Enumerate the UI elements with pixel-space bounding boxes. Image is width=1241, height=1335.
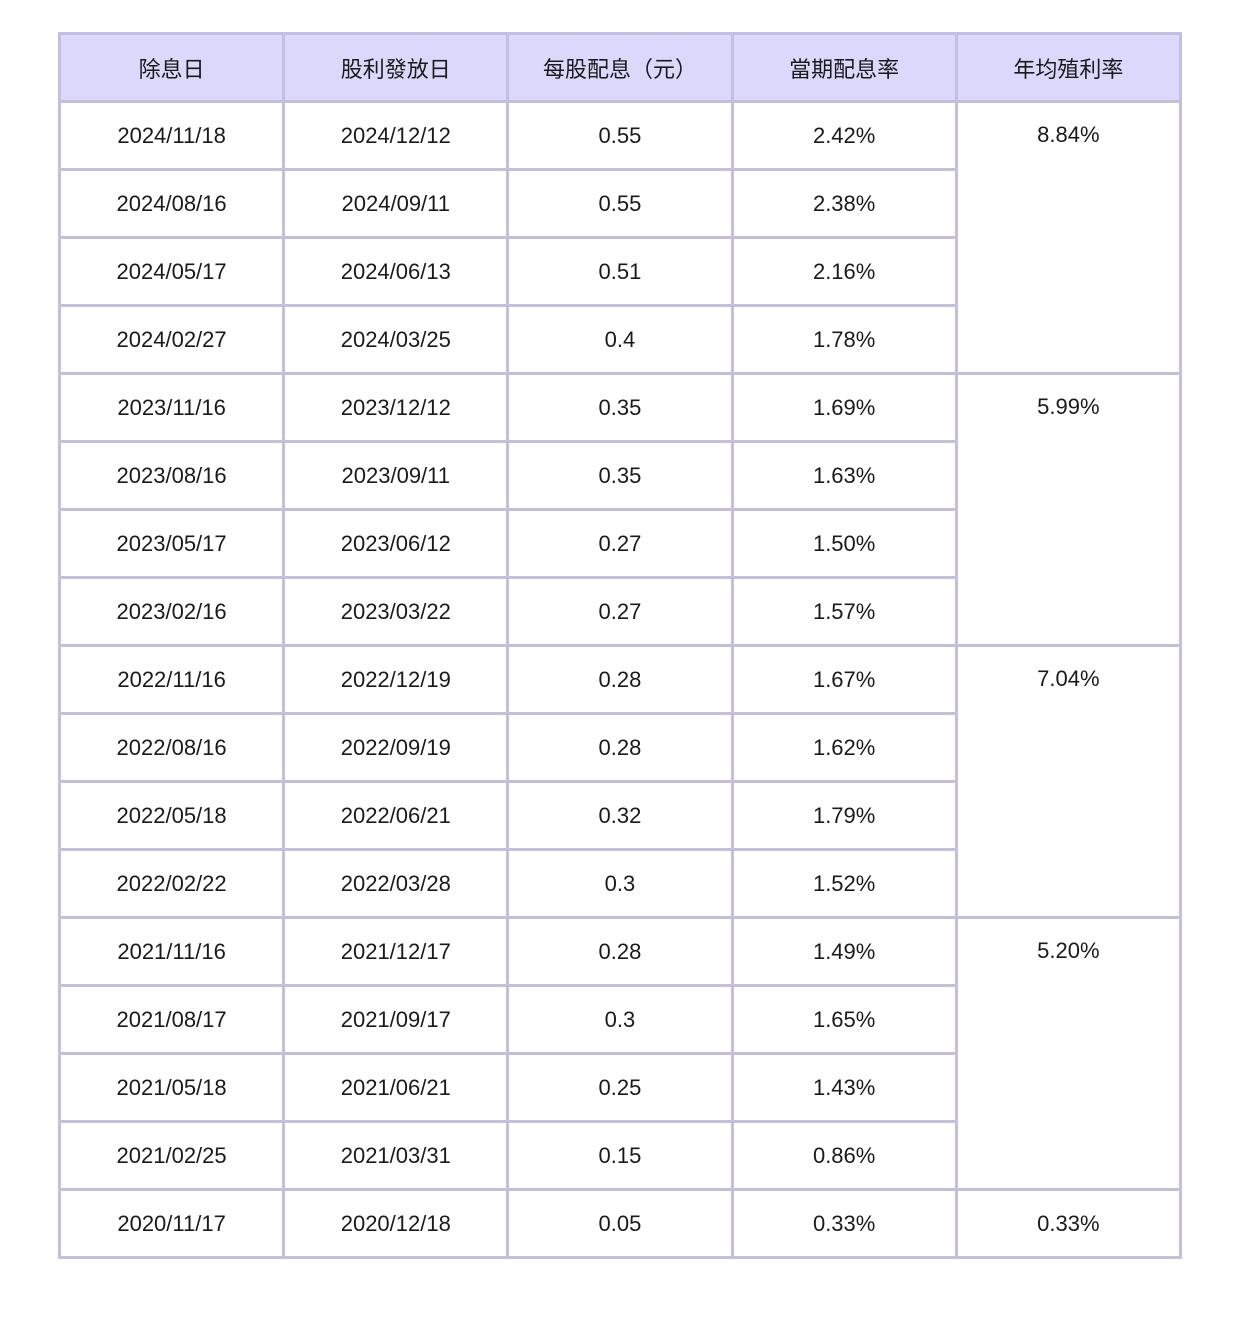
cell-dividend-per-share: 0.35 <box>506 440 734 511</box>
cell-ex-dividend-date: 2023/08/16 <box>57 440 286 511</box>
cell-dividend-per-share: 0.28 <box>506 916 734 987</box>
table-row: 2022/02/22 2022/03/28 0.3 1.52% <box>57 848 1181 919</box>
cell-payment-date: 2024/09/11 <box>282 168 510 239</box>
table-row: 2023/05/17 2023/06/12 0.27 1.50% <box>57 508 1181 579</box>
cell-ex-dividend-date: 2021/02/25 <box>57 1120 286 1191</box>
table-row: 2021/05/18 2021/06/21 0.25 1.43% <box>57 1052 1181 1123</box>
cell-annual-yield: 5.20% <box>954 916 1183 1191</box>
cell-period-yield: 1.65% <box>730 984 958 1055</box>
table-row: 2021/02/25 2021/03/31 0.15 0.86% <box>57 1120 1181 1191</box>
cell-dividend-per-share: 0.05 <box>506 1188 734 1259</box>
table-row: 2024/08/16 2024/09/11 0.55 2.38% <box>57 168 1181 239</box>
cell-dividend-per-share: 0.3 <box>506 848 734 919</box>
cell-ex-dividend-date: 2022/05/18 <box>57 780 286 851</box>
cell-period-yield: 1.57% <box>730 576 958 647</box>
table-row: 2021/08/17 2021/09/17 0.3 1.65% <box>57 984 1181 1055</box>
cell-ex-dividend-date: 2024/08/16 <box>57 168 286 239</box>
cell-ex-dividend-date: 2024/02/27 <box>57 304 286 375</box>
cell-period-yield: 0.86% <box>730 1120 958 1191</box>
cell-period-yield: 0.33% <box>730 1188 958 1259</box>
cell-payment-date: 2021/06/21 <box>282 1052 510 1123</box>
cell-dividend-per-share: 0.28 <box>506 712 734 783</box>
table-row: 2024/11/18 2024/12/12 0.55 2.42% 8.84% <box>57 100 1183 375</box>
cell-ex-dividend-date: 2022/08/16 <box>57 712 286 783</box>
cell-dividend-per-share: 0.35 <box>506 372 734 443</box>
cell-ex-dividend-date: 2023/02/16 <box>57 576 286 647</box>
cell-dividend-per-share: 0.3 <box>506 984 734 1055</box>
table-row: 2024/02/27 2024/03/25 0.4 1.78% <box>57 304 1181 375</box>
cell-period-yield: 1.43% <box>730 1052 958 1123</box>
cell-ex-dividend-date: 2023/11/16 <box>57 372 286 443</box>
header-ex-dividend-date: 除息日 <box>57 32 286 103</box>
cell-dividend-per-share: 0.55 <box>506 168 734 239</box>
cell-ex-dividend-date: 2023/05/17 <box>57 508 286 579</box>
table-row: 2022/08/16 2022/09/19 0.28 1.62% <box>57 712 1181 783</box>
table-row: 2023/11/16 2023/12/12 0.35 1.69% 5.99% <box>57 372 1183 647</box>
cell-payment-date: 2020/12/18 <box>282 1188 510 1259</box>
cell-payment-date: 2021/03/31 <box>282 1120 510 1191</box>
cell-ex-dividend-date: 2022/11/16 <box>57 644 286 715</box>
cell-payment-date: 2022/03/28 <box>282 848 510 919</box>
table-row: 2022/05/18 2022/06/21 0.32 1.79% <box>57 780 1181 851</box>
cell-ex-dividend-date: 2024/11/18 <box>57 100 286 171</box>
cell-period-yield: 2.38% <box>730 168 958 239</box>
cell-payment-date: 2023/03/22 <box>282 576 510 647</box>
cell-dividend-per-share: 0.51 <box>506 236 734 307</box>
cell-ex-dividend-date: 2020/11/17 <box>57 1188 286 1259</box>
cell-period-yield: 2.16% <box>730 236 958 307</box>
cell-dividend-per-share: 0.32 <box>506 780 734 851</box>
cell-annual-yield: 5.99% <box>954 372 1183 647</box>
table-header: 除息日 股利發放日 每股配息（元） 當期配息率 年均殖利率 <box>57 32 1183 103</box>
cell-period-yield: 1.79% <box>730 780 958 851</box>
cell-payment-date: 2023/09/11 <box>282 440 510 511</box>
table-row: 2024/05/17 2024/06/13 0.51 2.16% <box>57 236 1181 307</box>
header-annual-yield: 年均殖利率 <box>954 32 1183 103</box>
cell-annual-yield: 7.04% <box>954 644 1183 919</box>
table-row: 2023/02/16 2023/03/22 0.27 1.57% <box>57 576 1181 647</box>
cell-annual-yield: 8.84% <box>954 100 1183 375</box>
table-row: 2021/11/16 2021/12/17 0.28 1.49% 5.20% <box>57 916 1183 1191</box>
cell-period-yield: 1.69% <box>730 372 958 443</box>
cell-period-yield: 1.78% <box>730 304 958 375</box>
cell-annual-yield: 0.33% <box>954 1188 1183 1259</box>
cell-dividend-per-share: 0.25 <box>506 1052 734 1123</box>
cell-payment-date: 2023/06/12 <box>282 508 510 579</box>
table-row: 2023/08/16 2023/09/11 0.35 1.63% <box>57 440 1181 511</box>
cell-ex-dividend-date: 2022/02/22 <box>57 848 286 919</box>
cell-payment-date: 2024/12/12 <box>282 100 510 171</box>
dividend-table: 除息日 股利發放日 每股配息（元） 當期配息率 年均殖利率 2024/11/18… <box>57 32 1183 1259</box>
header-dividend-per-share: 每股配息（元） <box>506 32 734 103</box>
cell-ex-dividend-date: 2021/05/18 <box>57 1052 286 1123</box>
header-period-yield: 當期配息率 <box>730 32 958 103</box>
table-body: 2024/11/18 2024/12/12 0.55 2.42% 8.84% 2024/0… <box>57 100 1183 1259</box>
cell-payment-date: 2022/09/19 <box>282 712 510 783</box>
cell-payment-date: 2024/06/13 <box>282 236 510 307</box>
cell-period-yield: 1.49% <box>730 916 958 987</box>
cell-payment-date: 2024/03/25 <box>282 304 510 375</box>
cell-payment-date: 2022/12/19 <box>282 644 510 715</box>
cell-ex-dividend-date: 2024/05/17 <box>57 236 286 307</box>
cell-period-yield: 1.62% <box>730 712 958 783</box>
cell-ex-dividend-date: 2021/08/17 <box>57 984 286 1055</box>
cell-dividend-per-share: 0.27 <box>506 576 734 647</box>
header-row: 除息日 股利發放日 每股配息（元） 當期配息率 年均殖利率 <box>57 32 1183 103</box>
cell-dividend-per-share: 0.27 <box>506 508 734 579</box>
table-row: 2020/11/17 2020/12/18 0.05 0.33% 0.33% <box>57 1188 1183 1259</box>
cell-dividend-per-share: 0.28 <box>506 644 734 715</box>
cell-period-yield: 1.63% <box>730 440 958 511</box>
cell-dividend-per-share: 0.55 <box>506 100 734 171</box>
table-row: 2022/11/16 2022/12/19 0.28 1.67% 7.04% <box>57 644 1183 919</box>
cell-period-yield: 1.52% <box>730 848 958 919</box>
cell-dividend-per-share: 0.15 <box>506 1120 734 1191</box>
cell-period-yield: 1.67% <box>730 644 958 715</box>
cell-payment-date: 2023/12/12 <box>282 372 510 443</box>
cell-payment-date: 2021/09/17 <box>282 984 510 1055</box>
cell-dividend-per-share: 0.4 <box>506 304 734 375</box>
cell-ex-dividend-date: 2021/11/16 <box>57 916 286 987</box>
cell-period-yield: 1.50% <box>730 508 958 579</box>
cell-period-yield: 2.42% <box>730 100 958 171</box>
header-payment-date: 股利發放日 <box>282 32 510 103</box>
cell-payment-date: 2021/12/17 <box>282 916 510 987</box>
cell-payment-date: 2022/06/21 <box>282 780 510 851</box>
